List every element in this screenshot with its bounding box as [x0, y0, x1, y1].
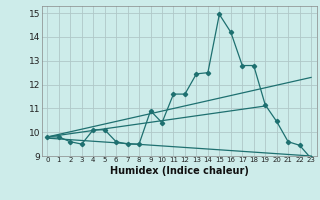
X-axis label: Humidex (Indice chaleur): Humidex (Indice chaleur) — [110, 166, 249, 176]
